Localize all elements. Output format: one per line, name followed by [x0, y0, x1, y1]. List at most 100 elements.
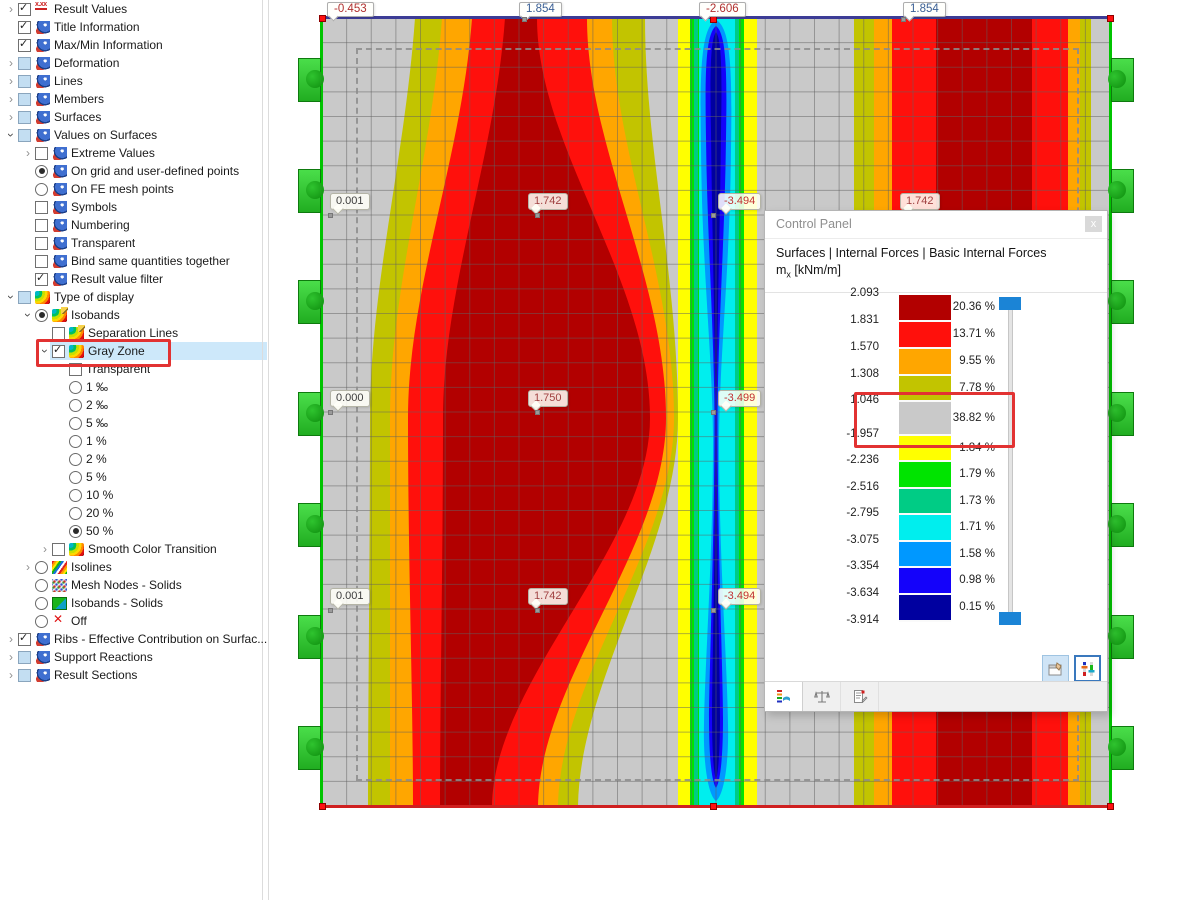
checkbox[interactable]: [18, 74, 31, 88]
tree-item-result-values[interactable]: › Result Values: [0, 0, 267, 18]
legend-color-swatch[interactable]: [899, 321, 951, 349]
tree-item-type-of-display[interactable]: › Type of display: [0, 288, 267, 306]
chevron-right-icon[interactable]: ›: [9, 668, 13, 682]
tab-color-scale[interactable]: [765, 682, 803, 711]
tree-item-result-value-filter[interactable]: Result value filter: [0, 270, 267, 288]
legend-color-swatch[interactable]: [899, 514, 951, 542]
radio-button[interactable]: [69, 488, 82, 502]
tree-item-isolines[interactable]: › Isolines: [0, 558, 267, 576]
legend-color-swatch[interactable]: [899, 348, 951, 376]
tree-item-on-fe-mesh-points[interactable]: On FE mesh points: [0, 180, 267, 198]
checkbox[interactable]: [35, 254, 48, 268]
tree-item-5[interactable]: 5 ‰: [0, 414, 267, 432]
radio-button[interactable]: [69, 452, 82, 466]
tree-item-2[interactable]: 2 %: [0, 450, 267, 468]
checkbox[interactable]: [18, 92, 31, 106]
tree-item-max-min-information[interactable]: Max/Min Information: [0, 36, 267, 54]
nodal-support-left[interactable]: [298, 58, 324, 102]
nodal-support-right[interactable]: [1108, 503, 1134, 547]
legend-color-swatch[interactable]: [899, 401, 951, 436]
node-marker[interactable]: [1107, 803, 1114, 810]
scale-slider-handle[interactable]: [999, 296, 1021, 310]
tree-item-1[interactable]: 1 ‰: [0, 378, 267, 396]
tree-item-transparent[interactable]: Transparent: [0, 234, 267, 252]
tree-item-50[interactable]: 50 %: [0, 522, 267, 540]
chevron-right-icon[interactable]: ›: [9, 650, 13, 664]
radio-button[interactable]: [69, 416, 82, 430]
chevron-right-icon[interactable]: ›: [9, 2, 13, 16]
tree-item-on-grid-and-user-defined-points[interactable]: On grid and user-defined points: [0, 162, 267, 180]
tree-item-off[interactable]: Off: [0, 612, 267, 630]
nodal-support-right[interactable]: [1108, 615, 1134, 659]
chevron-right-icon[interactable]: ›: [9, 56, 13, 70]
tree-item-members[interactable]: › Members: [0, 90, 267, 108]
close-icon[interactable]: x: [1085, 216, 1102, 232]
legend-color-swatch[interactable]: [899, 294, 951, 322]
tree-item-gray-zone[interactable]: ›Gray Zone: [0, 339, 268, 367]
nodal-support-right[interactable]: [1108, 169, 1134, 213]
checkbox[interactable]: [35, 218, 48, 232]
checkbox[interactable]: [52, 542, 65, 556]
legend-color-swatch[interactable]: [899, 435, 951, 462]
checkbox[interactable]: [18, 1, 31, 16]
chevron-right-icon[interactable]: ›: [26, 560, 30, 574]
checkbox[interactable]: [18, 19, 31, 34]
checkbox[interactable]: [18, 650, 31, 664]
checkbox[interactable]: [52, 326, 65, 340]
radio-button[interactable]: [35, 560, 48, 574]
tree-item-lines[interactable]: › Lines: [0, 72, 267, 90]
legend-color-swatch[interactable]: [899, 375, 951, 402]
tree-item-ribs-effective-contribution-on-surfac[interactable]: › Ribs - Effective Contribution on Surfac…: [0, 630, 267, 648]
tree-item-10[interactable]: 10 %: [0, 486, 267, 504]
tree-item-title-information[interactable]: Title Information: [0, 18, 267, 36]
checkbox[interactable]: [69, 362, 82, 376]
tree-item-result-sections[interactable]: › Result Sections: [0, 666, 267, 684]
checkbox[interactable]: [18, 290, 31, 304]
radio-button[interactable]: [69, 506, 82, 520]
tab-scales[interactable]: [803, 682, 841, 711]
chevron-right-icon[interactable]: ›: [26, 146, 30, 160]
legend-color-swatch[interactable]: [899, 461, 951, 489]
chevron-right-icon[interactable]: ›: [9, 92, 13, 106]
checkbox[interactable]: [35, 236, 48, 250]
nodal-support-right[interactable]: [1108, 392, 1134, 436]
tree-item-5[interactable]: 5 %: [0, 468, 267, 486]
tree-item-isobands-solids[interactable]: Isobands - Solids: [0, 594, 267, 612]
checkbox[interactable]: [18, 37, 31, 52]
tree-item-smooth-color-transition[interactable]: › Smooth Color Transition: [0, 540, 267, 558]
node-marker[interactable]: [710, 803, 717, 810]
nodal-support-left[interactable]: [298, 169, 324, 213]
tree-item-20[interactable]: 20 %: [0, 504, 267, 522]
chevron-right-icon[interactable]: ›: [9, 632, 13, 646]
checkbox[interactable]: [18, 110, 31, 124]
tree-item-deformation[interactable]: › Deformation: [0, 54, 267, 72]
radio-button[interactable]: [35, 164, 48, 178]
tree-item-separation-lines[interactable]: Separation Lines: [0, 324, 267, 342]
tree-item-isobands[interactable]: › Isobands: [0, 306, 267, 324]
chevron-right-icon[interactable]: ›: [9, 110, 13, 124]
checkbox[interactable]: [35, 271, 48, 286]
scale-slider-track[interactable]: [1008, 300, 1013, 623]
radio-button[interactable]: [69, 524, 82, 538]
radio-button[interactable]: [35, 308, 48, 322]
legend-color-swatch[interactable]: [899, 541, 951, 568]
checkbox[interactable]: [52, 343, 65, 358]
tree-item-bind-same-quantities-together[interactable]: Bind same quantities together: [0, 252, 267, 270]
tree-item-mesh-nodes-solids[interactable]: Mesh Nodes - Solids: [0, 576, 267, 594]
checkbox[interactable]: [35, 200, 48, 214]
legend-color-swatch[interactable]: [899, 488, 951, 515]
radio-button[interactable]: [35, 614, 48, 628]
tree-item-support-reactions[interactable]: › Support Reactions: [0, 648, 267, 666]
scale-slider-handle[interactable]: [999, 611, 1021, 625]
radio-button[interactable]: [69, 398, 82, 412]
radio-button[interactable]: [35, 578, 48, 592]
color-scale-options-button[interactable]: [1074, 655, 1101, 682]
splitter[interactable]: [268, 0, 269, 900]
legend-color-swatch[interactable]: [899, 567, 951, 595]
checkbox[interactable]: [18, 631, 31, 646]
nodal-support-left[interactable]: [298, 615, 324, 659]
nodal-support-right[interactable]: [1108, 58, 1134, 102]
checkbox[interactable]: [18, 128, 31, 142]
legend-color-swatch[interactable]: [899, 594, 951, 622]
radio-button[interactable]: [69, 434, 82, 448]
